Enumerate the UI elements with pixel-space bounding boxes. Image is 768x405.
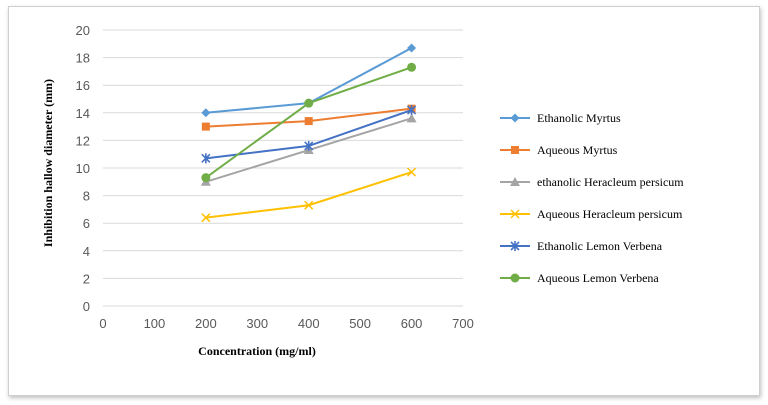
data-point: [407, 43, 417, 53]
legend-marker: [511, 146, 519, 154]
data-point: [304, 200, 314, 210]
x-tick-label: 400: [298, 316, 320, 331]
legend-label: Ethanolic Myrtus: [537, 111, 621, 125]
series-layer: [200, 43, 417, 223]
data-point: [407, 105, 417, 116]
data-point: [406, 113, 417, 123]
x-tick-label: 500: [349, 316, 371, 331]
legend-item: Aqueous Lemon Verbena: [500, 271, 659, 285]
legend-marker: [510, 209, 520, 219]
x-tick-label: 0: [99, 316, 106, 331]
data-point: [304, 117, 313, 126]
x-tick-label: 300: [246, 316, 268, 331]
y-tick-label: 14: [76, 106, 90, 121]
legend-label: Aqueous Heracleum persicum: [537, 207, 683, 221]
data-point: [201, 213, 211, 223]
data-point: [407, 167, 417, 177]
y-tick-label: 0: [83, 299, 90, 314]
legend: Ethanolic Myrtus Aqueous Myrtus ethanolic …: [500, 111, 684, 285]
x-tick-labels: 0 100 200 300 400 500 600 700: [99, 316, 473, 331]
y-tick-label: 2: [83, 271, 90, 286]
data-point: [304, 98, 314, 108]
y-tick-labels: 0 2 4 6 8 10 12 14 16 18 20: [76, 23, 90, 314]
data-point: [304, 140, 314, 151]
y-tick-label: 6: [83, 216, 90, 231]
y-tick-label: 4: [83, 244, 90, 259]
legend-item: Ethanolic Lemon Verbena: [500, 239, 663, 253]
legend-label: Aqueous Lemon Verbena: [537, 271, 659, 285]
legend-marker: [510, 241, 520, 251]
legend-label: ethanolic Heracleum persicum: [537, 175, 684, 189]
y-tick-label: 16: [76, 78, 90, 93]
legend-label: Aqueous Myrtus: [537, 143, 618, 157]
data-point: [201, 173, 211, 183]
x-tick-label: 600: [401, 316, 423, 331]
series-6: [201, 62, 417, 183]
data-point: [201, 108, 211, 118]
series-4: [201, 167, 417, 223]
y-tick-label: 18: [76, 51, 90, 66]
y-tick-label: 8: [83, 189, 90, 204]
x-tick-label: 200: [195, 316, 217, 331]
series-line: [205, 171, 412, 219]
data-point: [201, 122, 210, 131]
y-tick-label: 20: [76, 23, 90, 38]
legend-marker: [510, 113, 520, 123]
legend-marker: [510, 177, 520, 186]
x-tick-label: 700: [452, 316, 474, 331]
legend-item: Aqueous Heracleum persicum: [500, 207, 683, 221]
y-axis-title: Inhibition hallow diameter (mm): [41, 79, 55, 247]
chart-frame: [8, 6, 760, 396]
y-tick-label: 10: [76, 161, 90, 176]
legend-item: Aqueous Myrtus: [500, 143, 618, 157]
legend-item: Ethanolic Myrtus: [500, 111, 621, 125]
y-tick-label: 12: [76, 133, 90, 148]
x-tick-label: 100: [144, 316, 166, 331]
legend-label: Ethanolic Lemon Verbena: [537, 239, 663, 253]
series-5: [201, 105, 417, 164]
gridlines: [103, 29, 463, 307]
data-point: [407, 62, 417, 72]
legend-item: ethanolic Heracleum persicum: [500, 175, 684, 189]
x-axis-title: Concentration (mg/ml): [198, 344, 316, 358]
legend-marker: [510, 273, 520, 283]
data-point: [201, 153, 211, 164]
